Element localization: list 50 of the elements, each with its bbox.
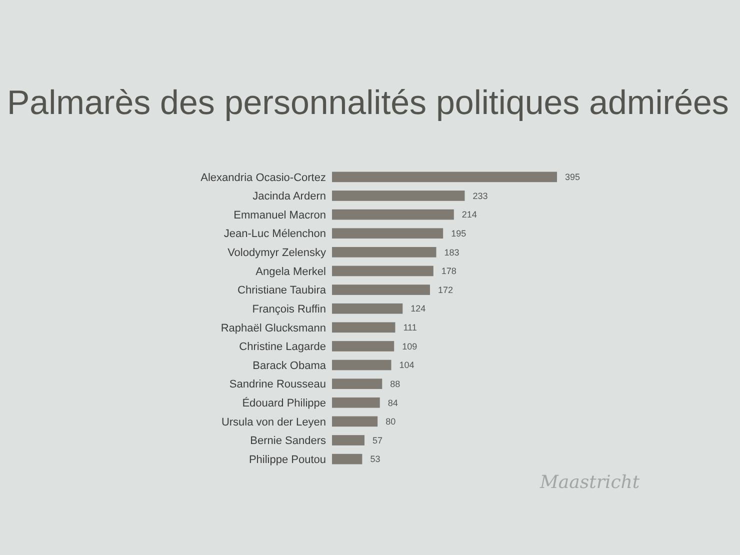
y-tick-label: Barack Obama <box>252 360 327 372</box>
data-label: 233 <box>472 190 488 201</box>
text: Maastricht <box>539 472 640 493</box>
bar <box>332 341 394 352</box>
bar <box>332 378 382 390</box>
y-tick-label: François Ruffin <box>252 303 326 316</box>
y-tick-label: Bernie Sanders <box>250 435 326 448</box>
y-tick-label: Christine Lagarde <box>239 341 326 354</box>
data-label: 178 <box>441 266 456 276</box>
data-label: 172 <box>438 284 454 295</box>
data-label: 80 <box>386 416 396 427</box>
data-label: 109 <box>402 341 418 352</box>
bar <box>332 322 396 333</box>
data-label: 104 <box>399 360 414 370</box>
data-label: 124 <box>410 304 426 314</box>
data-label: 214 <box>462 210 477 220</box>
y-tick-label: Jacinda Ardern <box>252 190 326 203</box>
data-label: 53 <box>370 454 380 464</box>
bar <box>332 246 436 258</box>
y-tick-label: Philippe Poutou <box>248 454 326 466</box>
bar <box>332 284 430 295</box>
data-label: 57 <box>372 435 382 446</box>
chart-title: Palmarès des personnalités politiques admirées <box>7 84 729 122</box>
y-tick-label: Angela Merkel <box>256 266 326 278</box>
bar <box>332 266 434 276</box>
data-label: 84 <box>388 398 398 408</box>
y-tick-label: Volodymyr Zelensky <box>228 247 326 260</box>
bar <box>332 190 465 201</box>
bar <box>332 228 444 239</box>
bar <box>332 397 380 408</box>
bar <box>332 435 364 446</box>
y-tick-label: Emmanuel Macron <box>234 209 326 222</box>
bar <box>332 360 392 370</box>
bar <box>332 416 378 427</box>
y-tick-label: Édouard Philippe <box>242 396 326 410</box>
y-tick-label: Jean-Luc Mélenchon <box>224 228 326 240</box>
y-tick-label: Ursula von der Leyen <box>221 416 326 428</box>
y-tick-label: Raphaël Glucksmann <box>220 322 326 334</box>
bar <box>332 454 362 464</box>
data-label: 395 <box>565 172 580 182</box>
data-label: 195 <box>451 228 466 239</box>
y-tick-label: Alexandria Ocasio-Cortez <box>200 172 326 184</box>
data-label: 88 <box>390 378 400 389</box>
bar <box>332 303 403 314</box>
bar <box>332 172 557 182</box>
bar <box>332 209 454 220</box>
data-label: 183 <box>444 247 460 258</box>
y-tick-label: Sandrine Rousseau <box>229 378 326 391</box>
y-tick-label: Christiane Taubira <box>238 284 327 297</box>
data-label: 111 <box>403 322 417 333</box>
